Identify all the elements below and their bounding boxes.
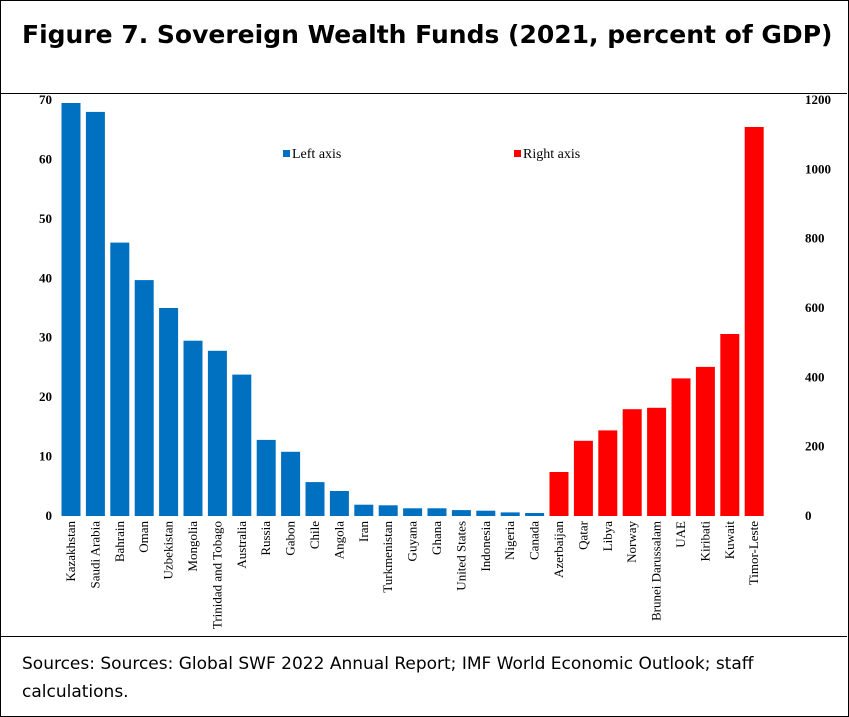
left-axis-tick-label: 20 bbox=[39, 389, 52, 404]
left-axis-tick-label: 30 bbox=[39, 330, 52, 345]
left-axis-tick-label: 10 bbox=[39, 449, 52, 464]
bar-libya bbox=[598, 430, 618, 516]
category-label: Gabon bbox=[283, 521, 298, 556]
category-label: Angola bbox=[331, 521, 346, 560]
category-label: Saudi Arabia bbox=[87, 521, 102, 589]
title-divider bbox=[0, 93, 847, 94]
legend-swatch-right-axis bbox=[514, 150, 521, 157]
left-axis-tick-label: 70 bbox=[39, 92, 52, 107]
right-axis-tick-label: 200 bbox=[805, 439, 825, 454]
source-note: Sources: Sources: Global SWF 2022 Annual… bbox=[22, 654, 754, 702]
left-axis-tick-label: 40 bbox=[39, 270, 52, 285]
category-label: Timor-Leste bbox=[746, 521, 761, 585]
left-axis: 0 10 20 30 40 50 60 70 bbox=[39, 92, 52, 523]
category-label: Indonesia bbox=[478, 521, 493, 572]
left-axis-tick-label: 50 bbox=[39, 211, 52, 226]
left-axis-tick-label: 60 bbox=[39, 151, 52, 166]
category-label: Azerbaijan bbox=[551, 521, 566, 579]
bar-indonesia bbox=[476, 510, 496, 516]
right-axis: 0 200 400 600 800 1000 1200 bbox=[805, 92, 831, 523]
category-label: Nigeria bbox=[502, 521, 517, 560]
bar-trinidad-and-tobago bbox=[207, 350, 227, 516]
bar-iran bbox=[354, 504, 374, 516]
bar-kiribati bbox=[695, 366, 715, 516]
category-label: Brunei Darussalam bbox=[649, 521, 664, 621]
bar-azerbaijan bbox=[549, 472, 569, 516]
category-label: Canada bbox=[527, 521, 542, 560]
bar-russia bbox=[256, 439, 276, 516]
bar-saudi-arabia bbox=[85, 111, 105, 517]
category-label: United States bbox=[453, 521, 468, 591]
category-label: Guyana bbox=[405, 521, 420, 562]
category-label: Kuwait bbox=[722, 521, 737, 560]
category-label: Uzbekistan bbox=[161, 521, 176, 580]
bar-timor-leste bbox=[744, 127, 764, 516]
bar-angola bbox=[329, 491, 349, 516]
bar-australia bbox=[232, 374, 252, 516]
bar-uzbekistan bbox=[159, 308, 179, 516]
category-label: Bahrain bbox=[112, 521, 127, 563]
right-axis-tick-label: 1200 bbox=[805, 92, 831, 107]
bar-turkmenistan bbox=[378, 505, 398, 516]
left-axis-tick-label: 0 bbox=[46, 508, 53, 523]
bar-qatar bbox=[573, 440, 593, 516]
bar-ghana bbox=[427, 508, 447, 516]
figure-title: Figure 7. Sovereign Wealth Funds (2021, … bbox=[22, 20, 833, 49]
bar-guyana bbox=[403, 508, 423, 516]
category-label: Turkmenistan bbox=[380, 521, 395, 593]
bars bbox=[61, 103, 764, 517]
right-axis-tick-label: 600 bbox=[805, 300, 825, 315]
category-label: Chile bbox=[307, 521, 322, 549]
bar-brunei-darussalam bbox=[647, 407, 667, 516]
category-label: Libya bbox=[600, 521, 615, 552]
bar-oman bbox=[134, 280, 154, 516]
bar-kazakhstan bbox=[61, 103, 81, 516]
bar-mongolia bbox=[183, 340, 203, 516]
right-axis-tick-label: 800 bbox=[805, 231, 825, 246]
category-label: Kazakhstan bbox=[63, 521, 78, 582]
bar-nigeria bbox=[500, 512, 520, 516]
category-label: Russia bbox=[258, 521, 273, 556]
bar-bahrain bbox=[110, 242, 130, 516]
category-labels: Kazakhstan Saudi Arabia Bahrain Oman Uzbekis… bbox=[63, 520, 761, 629]
bar-kuwait bbox=[720, 334, 740, 516]
bar-norway bbox=[622, 409, 642, 516]
bar-chile bbox=[305, 482, 325, 516]
category-label: Norway bbox=[624, 521, 639, 563]
category-label: Kiribati bbox=[697, 521, 712, 562]
bar-united-states bbox=[451, 510, 471, 516]
legend: Left axis Right axis bbox=[283, 147, 580, 162]
bar-uae bbox=[671, 378, 691, 516]
right-axis-tick-label: 0 bbox=[805, 508, 812, 523]
legend-label-right-axis: Right axis bbox=[523, 147, 580, 162]
bar-gabon bbox=[281, 451, 301, 516]
right-axis-tick-label: 1000 bbox=[805, 161, 831, 176]
category-label: Oman bbox=[136, 521, 151, 553]
category-label: Iran bbox=[356, 521, 371, 542]
source-divider bbox=[0, 636, 847, 637]
category-label: Trinidad and Tobago bbox=[209, 521, 224, 629]
category-label: Ghana bbox=[429, 521, 444, 555]
legend-swatch-left-axis bbox=[283, 150, 290, 157]
category-label: UAE bbox=[673, 521, 688, 548]
category-label: Qatar bbox=[575, 520, 590, 550]
category-label: Australia bbox=[234, 521, 249, 569]
legend-label-left-axis: Left axis bbox=[292, 147, 341, 162]
right-axis-tick-label: 400 bbox=[805, 369, 825, 384]
category-label: Mongolia bbox=[185, 521, 200, 572]
bar-canada bbox=[525, 513, 545, 516]
